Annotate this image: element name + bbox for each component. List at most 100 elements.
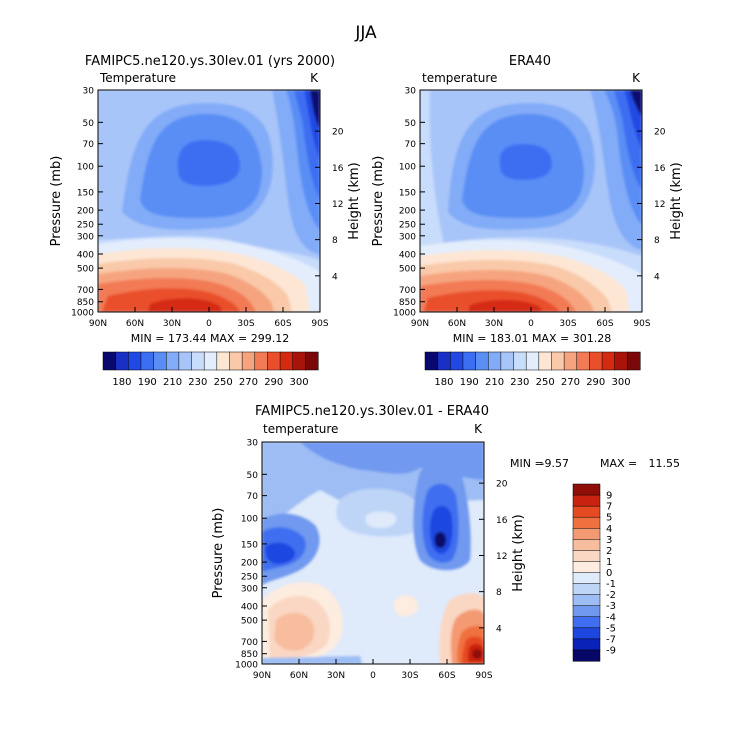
- height-tick-label: 4: [654, 272, 660, 282]
- colorbar-label: -5: [606, 623, 616, 634]
- units-label: K: [474, 422, 483, 436]
- units-label: K: [632, 71, 641, 85]
- variable-label: temperature: [422, 71, 497, 85]
- y-axis-title: Pressure (mb): [49, 156, 64, 247]
- colorbar-swatch: [462, 351, 477, 371]
- colorbar-model: 180 190 210 230 250 270 290 300: [102, 351, 319, 388]
- pressure-tick-label: 400: [399, 250, 416, 260]
- latitude-tick-label: 0: [370, 671, 376, 681]
- pressure-tick-label: 30: [83, 87, 95, 97]
- pressure-tick-label: 200: [77, 207, 94, 217]
- colorbar-swatch: [572, 616, 601, 629]
- latitude-tick-label: 30S: [401, 671, 418, 681]
- height-tick-label: 4: [496, 624, 502, 634]
- latitude-tick-label: 0: [528, 319, 534, 329]
- pressure-tick-label: 150: [241, 540, 258, 550]
- colorbar-swatch: [572, 483, 601, 496]
- colorbar-swatch: [572, 516, 601, 529]
- contour-field: [420, 90, 642, 312]
- colorbar-swatch: [191, 351, 205, 371]
- colorbar-swatch: [551, 351, 565, 371]
- min-label: MIN =: [510, 457, 544, 470]
- pressure-tick-label: 200: [399, 207, 416, 217]
- pressure-tick-label: 100: [399, 163, 416, 173]
- colorbar-swatch: [292, 351, 306, 371]
- pressure-tick-label: 500: [241, 617, 258, 627]
- pressure-tick-label: 50: [83, 119, 95, 129]
- panel-model: FAMIPC5.ne120.ys.30lev.01 (yrs 2000) Tem…: [49, 54, 362, 345]
- contour-field: [98, 90, 320, 312]
- colorbar-swatch: [627, 351, 641, 371]
- colorbar-swatch: [115, 351, 129, 371]
- latitude-tick-label: 60S: [274, 319, 291, 329]
- colorbar-label: 0: [606, 568, 612, 579]
- max-label: MAX =: [600, 457, 637, 470]
- colorbar-label: 250: [536, 377, 555, 388]
- min-max-label: MIN = 183.01 MAX = 301.28: [453, 332, 611, 345]
- colorbar-label: 210: [163, 377, 182, 388]
- pressure-tick-label: 1000: [71, 309, 94, 319]
- colorbar-label: 2: [606, 546, 612, 557]
- colorbar-label: 4: [606, 524, 612, 535]
- y-axis-title: Pressure (mb): [371, 156, 386, 247]
- pressure-tick-label: 500: [399, 265, 416, 275]
- height-tick-label: 8: [332, 236, 338, 246]
- colorbar-swatch: [437, 351, 451, 371]
- y-axis-right-title: Height (km): [669, 162, 684, 239]
- colorbar-swatch: [538, 351, 553, 371]
- figure-title: JJA: [354, 23, 377, 43]
- latitude-tick-label: 90S: [633, 319, 650, 329]
- colorbar-label: -3: [606, 601, 616, 612]
- height-axis: 20 16 12 8 4: [315, 128, 344, 282]
- pressure-tick-label: 70: [247, 492, 259, 502]
- colorbar-swatch: [572, 605, 601, 618]
- colorbar-label: 290: [264, 377, 283, 388]
- colorbar-swatch: [424, 351, 439, 371]
- pressure-tick-label: 30: [247, 439, 259, 449]
- pressure-tick-label: 100: [77, 163, 94, 173]
- colorbar-swatch: [572, 583, 601, 596]
- colorbar-label: -4: [606, 612, 616, 623]
- latitude-tick-label: 60S: [596, 319, 613, 329]
- latitude-tick-label: 90N: [411, 319, 429, 329]
- colorbar-label: 180: [112, 377, 131, 388]
- colorbar-swatch: [572, 572, 601, 585]
- pressure-tick-label: 100: [241, 515, 258, 525]
- y-axis-right-title: Height (km): [347, 162, 362, 239]
- colorbar-swatch: [450, 351, 464, 371]
- colorbar-label: 290: [586, 377, 605, 388]
- panel-title: ERA40: [509, 54, 551, 69]
- pressure-tick-label: 250: [241, 573, 258, 583]
- height-tick-label: 16: [654, 164, 666, 174]
- colorbar-swatch: [102, 351, 117, 371]
- pressure-tick-label: 250: [399, 221, 416, 231]
- colorbar-swatch: [572, 528, 601, 540]
- colorbar-label: 210: [485, 377, 504, 388]
- latitude-axis: 90N 60N 30N 0 30S 60S 90S: [89, 307, 329, 329]
- latitude-axis: 90N 60N 30N 0 30S 60S 90S: [253, 659, 493, 681]
- colorbar-swatch: [572, 550, 601, 562]
- colorbar-swatch: [153, 351, 167, 371]
- colorbar-swatch: [572, 494, 601, 507]
- height-tick-label: 12: [654, 200, 665, 210]
- colorbar-label: -9: [606, 645, 616, 656]
- colorbar-label: 1: [606, 557, 612, 568]
- panel-title: FAMIPC5.ne120.ys.30lev.01 (yrs 2000): [85, 54, 335, 69]
- colorbar-label: 300: [289, 377, 308, 388]
- colorbar-swatch: [572, 539, 601, 551]
- height-tick-label: 20: [332, 128, 344, 138]
- colorbar-swatch: [572, 627, 601, 640]
- height-axis: 20 16 12 8 4: [479, 480, 508, 634]
- colorbar-swatch: [279, 351, 294, 371]
- colorbar-label: 3: [606, 535, 612, 546]
- colorbar-label: -1: [606, 579, 616, 590]
- pressure-tick-label: 50: [247, 471, 259, 481]
- pressure-tick-label: 850: [399, 298, 416, 308]
- colorbar-swatch: [305, 351, 319, 371]
- panel-difference: FAMIPC5.ne120.ys.30lev.01 - ERA40 temper…: [211, 404, 680, 681]
- pressure-tick-label: 850: [241, 650, 258, 660]
- latitude-tick-label: 0: [206, 319, 212, 329]
